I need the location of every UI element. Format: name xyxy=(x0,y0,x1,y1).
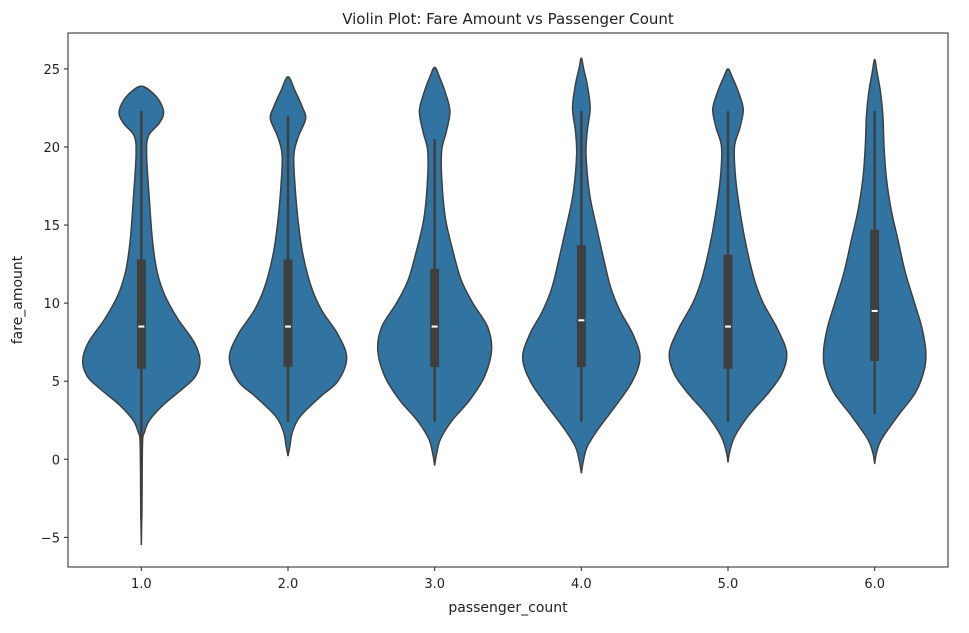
x-tick-label: 2.0 xyxy=(278,577,299,592)
violin-iqr-box xyxy=(870,229,880,361)
y-axis: −5 0 5 10 15 20 25 xyxy=(41,63,68,546)
y-tick-label: 15 xyxy=(43,219,60,234)
x-tick-label: 3.0 xyxy=(424,577,445,592)
violin-3.0 xyxy=(376,66,493,466)
y-tick-label: 20 xyxy=(43,141,60,156)
violin-iqr-box xyxy=(136,259,146,369)
chart-title: Violin Plot: Fare Amount vs Passenger Co… xyxy=(342,10,674,28)
violin-1.0 xyxy=(81,85,201,546)
violin-iqr-box xyxy=(723,254,733,369)
plot-frame xyxy=(67,32,949,568)
x-tick-label: 1.0 xyxy=(131,577,152,592)
violin-4.0 xyxy=(521,57,641,474)
x-tick-label: 5.0 xyxy=(718,577,739,592)
y-tick-label: 25 xyxy=(43,63,60,78)
violin-iqr-box xyxy=(283,259,293,368)
violin-2.0 xyxy=(228,75,348,457)
y-tick-label: 0 xyxy=(52,453,60,468)
x-tick-label: 6.0 xyxy=(864,577,885,592)
violin-5.0 xyxy=(668,68,788,463)
y-tick-label: −5 xyxy=(41,531,60,546)
violin-iqr-box xyxy=(576,245,586,368)
y-tick-label: 10 xyxy=(43,297,60,312)
x-axis: 1.0 2.0 3.0 4.0 5.0 6.0 xyxy=(131,567,885,592)
y-axis-label: fare_amount xyxy=(10,255,26,344)
violin-6.0 xyxy=(822,58,927,465)
x-axis-label: passenger_count xyxy=(448,600,568,616)
violins-group xyxy=(81,57,927,546)
x-tick-label: 4.0 xyxy=(571,577,592,592)
y-tick-label: 5 xyxy=(52,375,60,390)
violin-iqr-box xyxy=(430,268,440,368)
